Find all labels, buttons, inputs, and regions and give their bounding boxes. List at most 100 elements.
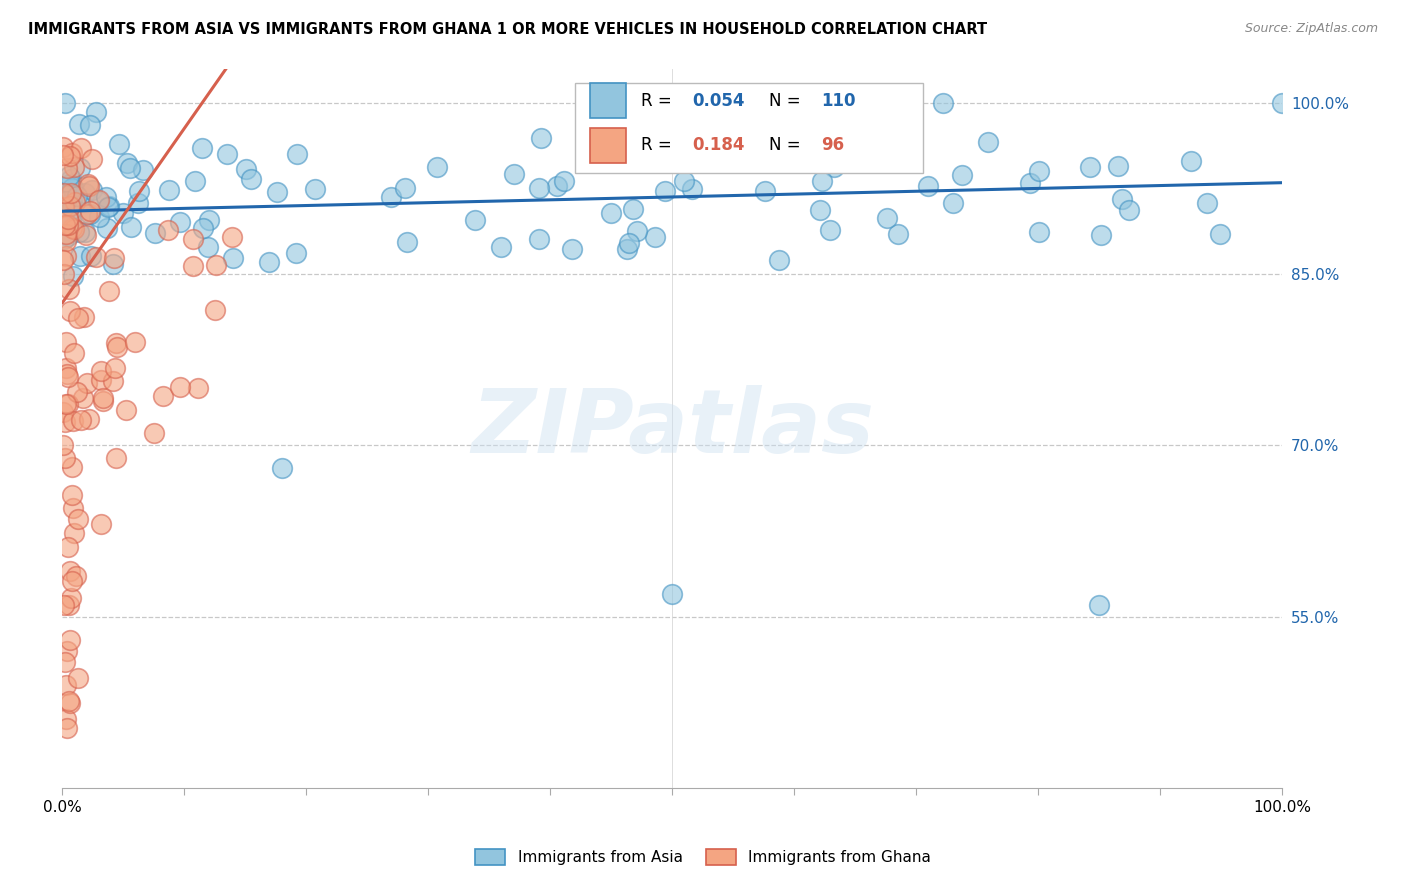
Point bbox=[59, 199, 82, 213]
Point bbox=[55, 361, 77, 376]
Point bbox=[672, 173, 695, 187]
Point bbox=[66, 384, 89, 399]
Point bbox=[53, 267, 76, 281]
Point bbox=[285, 146, 308, 161]
Point bbox=[105, 450, 128, 465]
Point bbox=[661, 587, 683, 601]
Point bbox=[152, 389, 174, 403]
Point bbox=[811, 174, 834, 188]
Point bbox=[79, 206, 101, 220]
Point bbox=[527, 181, 550, 195]
Point bbox=[63, 182, 86, 196]
Point bbox=[132, 162, 155, 177]
Point bbox=[1078, 160, 1101, 174]
Point bbox=[60, 591, 83, 606]
Point bbox=[380, 190, 402, 204]
Point bbox=[193, 221, 215, 235]
Point bbox=[169, 215, 191, 229]
Point bbox=[56, 722, 79, 736]
Point bbox=[53, 95, 76, 110]
Text: ZIPatlas: ZIPatlas bbox=[471, 384, 875, 472]
Point bbox=[75, 225, 97, 239]
Point bbox=[59, 214, 82, 228]
Point bbox=[561, 242, 583, 256]
Bar bbox=[589, 83, 626, 118]
Point bbox=[79, 118, 101, 132]
Point bbox=[181, 232, 204, 246]
Point bbox=[1271, 95, 1294, 110]
Point bbox=[1180, 154, 1202, 169]
Point bbox=[63, 526, 86, 541]
Text: R =: R = bbox=[641, 92, 676, 110]
Point bbox=[394, 181, 416, 195]
Point bbox=[754, 184, 776, 198]
Point bbox=[1090, 228, 1112, 243]
Point bbox=[917, 179, 939, 194]
Point bbox=[157, 183, 180, 197]
Point bbox=[1028, 226, 1050, 240]
Point bbox=[222, 252, 245, 266]
Point bbox=[55, 335, 77, 350]
Point bbox=[91, 392, 114, 406]
Point bbox=[55, 194, 77, 209]
Point bbox=[96, 220, 118, 235]
Point bbox=[616, 242, 638, 256]
Point bbox=[235, 161, 257, 176]
Point bbox=[60, 146, 83, 161]
Point bbox=[768, 253, 790, 268]
Point bbox=[84, 105, 107, 120]
Point bbox=[169, 380, 191, 394]
Point bbox=[621, 202, 644, 216]
Point bbox=[58, 541, 80, 555]
Point bbox=[87, 210, 110, 224]
Point bbox=[114, 403, 136, 417]
Point bbox=[76, 376, 98, 391]
Point bbox=[58, 169, 80, 184]
Point bbox=[204, 303, 226, 318]
Point bbox=[60, 202, 83, 217]
Point bbox=[79, 203, 101, 218]
Point bbox=[198, 212, 221, 227]
Point bbox=[90, 373, 112, 387]
Point bbox=[546, 178, 568, 193]
Point bbox=[55, 227, 77, 241]
Point bbox=[190, 140, 212, 154]
Point bbox=[90, 363, 112, 377]
Point bbox=[197, 239, 219, 253]
Point bbox=[58, 598, 80, 612]
Point bbox=[681, 182, 703, 196]
Point bbox=[55, 396, 77, 410]
Point bbox=[120, 219, 142, 234]
Point bbox=[97, 201, 120, 215]
Point bbox=[1028, 164, 1050, 178]
Point bbox=[950, 168, 973, 182]
Point bbox=[58, 694, 80, 708]
Point bbox=[489, 240, 512, 254]
Point bbox=[63, 221, 86, 235]
Point bbox=[77, 177, 100, 191]
Point bbox=[1088, 598, 1111, 612]
Point bbox=[105, 340, 128, 354]
Point bbox=[53, 218, 76, 232]
Point bbox=[82, 152, 104, 166]
Point bbox=[103, 257, 125, 271]
Point bbox=[67, 512, 90, 526]
Point bbox=[426, 161, 449, 175]
Point bbox=[93, 394, 115, 409]
Point bbox=[62, 487, 84, 501]
Point bbox=[1018, 177, 1040, 191]
Point bbox=[65, 569, 87, 583]
Point bbox=[56, 644, 79, 658]
Point bbox=[527, 232, 550, 246]
Point bbox=[69, 249, 91, 263]
Point bbox=[143, 426, 166, 441]
Point bbox=[59, 149, 82, 163]
Point bbox=[60, 221, 83, 235]
Point bbox=[63, 160, 86, 174]
Point bbox=[304, 182, 326, 196]
Point bbox=[62, 501, 84, 516]
Point bbox=[59, 304, 82, 318]
Text: N =: N = bbox=[769, 92, 806, 110]
Point bbox=[1209, 227, 1232, 241]
Point bbox=[66, 189, 89, 203]
